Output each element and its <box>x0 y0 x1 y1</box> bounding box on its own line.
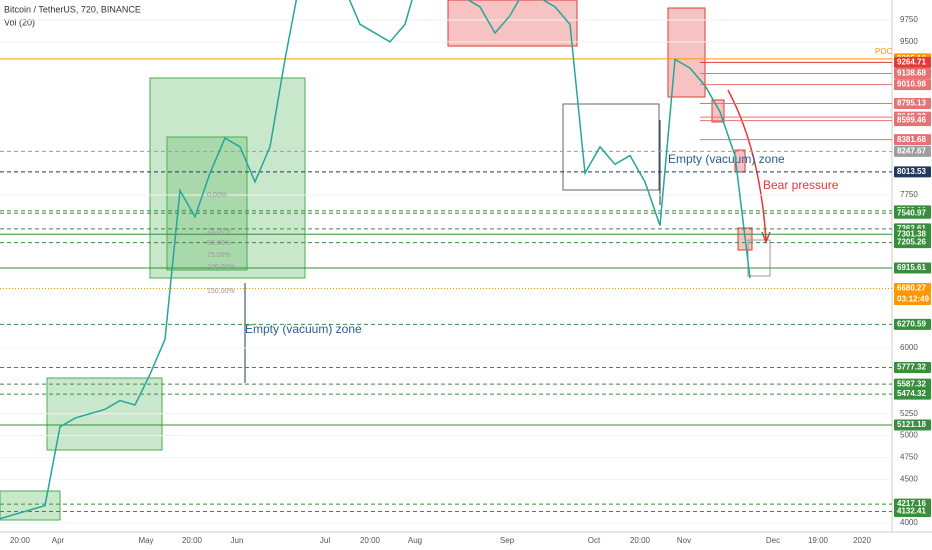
indicator: Vol (20) <box>4 17 35 27</box>
countdown: 03:12:49 <box>897 295 930 304</box>
fib-label: 100.00% <box>207 264 235 271</box>
price-tick: 5000 <box>900 431 918 440</box>
level-box <box>894 67 931 79</box>
level-label: 5777.32 <box>897 363 926 372</box>
level-box <box>894 318 931 330</box>
level-label: 9010.98 <box>897 80 926 89</box>
fib-label: 150.00% <box>207 288 235 295</box>
price-tick: 4500 <box>900 474 918 483</box>
level-box <box>894 262 931 274</box>
poc-label: POC <box>875 47 893 56</box>
level-box <box>894 388 931 400</box>
price-tick: 4000 <box>900 518 918 527</box>
level-box <box>894 134 931 146</box>
time-tick: Aug <box>408 536 422 545</box>
level-box <box>894 145 931 157</box>
time-tick: 20:00 <box>630 536 651 545</box>
level-label: 7301.38 <box>897 229 926 238</box>
level-box <box>894 56 931 68</box>
time-tick: 19:00 <box>808 536 829 545</box>
level-label: 6680.27 <box>897 284 926 293</box>
level-label: 9264.71 <box>897 58 926 67</box>
level-label: 8599.46 <box>897 116 926 125</box>
level-label: 5121.18 <box>897 420 926 429</box>
level-box <box>894 166 931 178</box>
level-box <box>894 505 931 517</box>
level-box <box>894 115 931 127</box>
time-tick: Sep <box>500 536 515 545</box>
level-label: 4217.16 <box>897 499 926 508</box>
price-tick: 9500 <box>900 37 918 46</box>
time-tick: Jun <box>231 536 244 545</box>
level-label: 8013.53 <box>897 167 926 176</box>
price-tick: 6000 <box>900 343 918 352</box>
level-label: 7540.97 <box>897 208 926 217</box>
level-box <box>894 237 931 249</box>
time-tick: 20:00 <box>360 536 381 545</box>
level-box <box>894 362 931 374</box>
price-line <box>0 0 751 520</box>
annotation: Bear pressure <box>763 178 839 192</box>
time-tick: 20:00 <box>182 536 203 545</box>
time-tick: Dec <box>766 536 780 545</box>
time-tick: Oct <box>588 536 601 545</box>
level-box <box>894 419 931 431</box>
level-box <box>894 228 931 240</box>
level-label: 5587.32 <box>897 379 926 388</box>
level-box <box>894 98 931 110</box>
time-tick: May <box>138 536 153 545</box>
countdown-box <box>894 294 931 306</box>
fib-label: 0.00% <box>207 192 227 199</box>
level-label: 9138.68 <box>897 69 926 78</box>
fib-label: 25.00% <box>207 228 231 235</box>
level-box <box>894 79 931 91</box>
fib-label: 50.00% <box>207 240 231 247</box>
level-box <box>894 207 931 219</box>
price-series <box>0 0 751 520</box>
time-tick: Nov <box>677 536 691 545</box>
time-tick: Apr <box>52 536 65 545</box>
annotation: Empty (vacuum) zone <box>668 152 785 166</box>
level-box <box>894 283 931 295</box>
time-tick: 20:00 <box>10 536 31 545</box>
time-tick: Jul <box>320 536 330 545</box>
level-label: 6915.61 <box>897 263 926 272</box>
level-label: 8381.68 <box>897 135 926 144</box>
price-tick: 5250 <box>900 409 918 418</box>
level-box <box>894 378 931 390</box>
price-tick: 7750 <box>900 190 918 199</box>
level-label: 6270.59 <box>897 320 926 329</box>
price-tick: 4750 <box>900 453 918 462</box>
level-label: 5474.32 <box>897 389 926 398</box>
level-label: 4132.41 <box>897 507 926 516</box>
level-label: 7362.61 <box>897 224 926 233</box>
level-label: 8795.13 <box>897 99 926 108</box>
symbol: Bitcoin / TetherUS, 720, BINANCE <box>4 4 141 14</box>
price-tick: 9750 <box>900 15 918 24</box>
annotation: Empty (vacuum) zone <box>245 322 362 336</box>
level-label: 7205.26 <box>897 238 926 247</box>
time-tick: 2020 <box>853 536 871 545</box>
level-label: 8247.67 <box>897 147 926 156</box>
fib-label: 75.00% <box>207 252 231 259</box>
